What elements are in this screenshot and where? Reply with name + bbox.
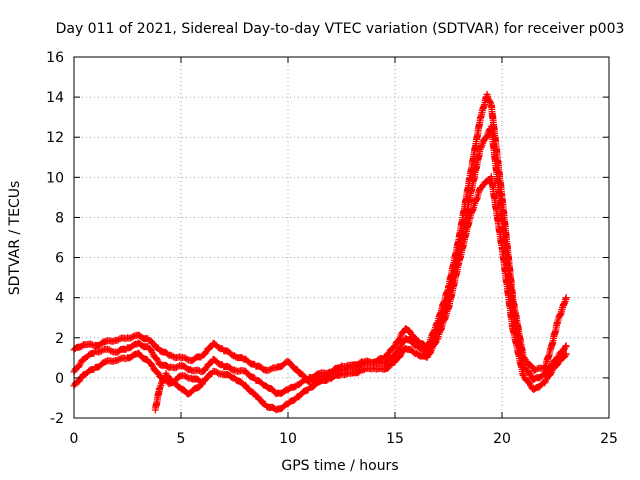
data-point-markers	[466, 185, 484, 222]
data-point-markers	[177, 385, 190, 397]
y-axis-label: SDTVAR / TECUs	[7, 181, 23, 296]
data-point-markers	[81, 349, 98, 363]
data-point-markers	[188, 353, 205, 365]
data-point-markers	[530, 378, 548, 393]
data-point-markers	[554, 295, 570, 326]
data-point-markers	[145, 336, 162, 352]
data-point-markers	[134, 349, 152, 364]
y-tick-label: 6	[55, 251, 64, 267]
data-point-markers	[547, 319, 561, 351]
y-tick-label: 12	[46, 130, 64, 146]
data-point-markers	[241, 367, 259, 382]
data-point-markers	[209, 339, 226, 353]
x-tick-label: 5	[177, 431, 186, 447]
series-track-3	[70, 173, 570, 414]
data-point-markers	[81, 365, 98, 379]
data-point	[562, 342, 570, 350]
x-tick-label: 10	[279, 431, 297, 447]
data-point-markers	[541, 356, 559, 379]
data-point-markers	[145, 344, 163, 367]
data-point-markers	[327, 363, 344, 377]
data-point-markers	[423, 335, 441, 361]
data-point-markers	[487, 122, 506, 220]
data-point-markers	[552, 352, 569, 370]
data-point-markers	[402, 325, 419, 342]
data-point-markers	[477, 175, 494, 192]
data-point-markers	[284, 358, 302, 374]
data-point-markers	[190, 381, 205, 393]
data-point-markers	[466, 114, 484, 182]
y-tick-label: 0	[55, 371, 64, 387]
data-point-markers	[327, 371, 344, 383]
data-point-markers	[552, 343, 569, 364]
data-point-markers	[168, 378, 184, 391]
data-point-markers	[498, 244, 516, 331]
data-point-markers	[295, 386, 312, 401]
data-point-markers	[162, 369, 175, 384]
data-point	[562, 294, 570, 302]
data-point-markers	[113, 345, 130, 357]
data-series	[70, 90, 570, 414]
data-point-markers	[391, 336, 409, 360]
data-point	[198, 380, 206, 388]
data-point-markers	[434, 305, 452, 342]
data-point-markers	[198, 342, 216, 359]
data-point	[562, 350, 570, 358]
y-tick-label: 14	[46, 90, 64, 106]
data-point-markers	[445, 259, 463, 312]
data-point-markers	[295, 375, 312, 389]
x-tick-label: 0	[70, 431, 79, 447]
data-point-markers	[183, 387, 197, 398]
ticks: -2 0 2 4 6 8 10 12 14 16 0 5 10 15 20 25	[46, 50, 618, 447]
data-point-markers	[509, 325, 527, 379]
data-point-markers	[252, 392, 269, 408]
data-point-markers	[487, 173, 506, 249]
plot-frame	[73, 56, 610, 419]
data-point-markers	[391, 326, 409, 350]
data-point-markers	[241, 355, 259, 368]
y-tick-label: 8	[55, 210, 64, 226]
x-tick-label: 25	[600, 431, 618, 447]
data-point-markers	[380, 344, 398, 361]
y-tick-label: 2	[55, 331, 64, 347]
data-point-markers	[466, 144, 484, 202]
chart-title: Day 011 of 2021, Sidereal Day-to-day VTE…	[56, 21, 625, 37]
data-point-markers	[145, 358, 163, 378]
x-tick-label: 15	[386, 431, 404, 447]
data-point-markers	[134, 331, 152, 343]
data-point-markers	[177, 362, 194, 374]
data-point-markers	[455, 215, 473, 265]
y-tick-label: -2	[50, 411, 64, 427]
data-point-markers	[134, 339, 152, 351]
data-point-markers	[209, 355, 226, 369]
y-tick-label: 4	[55, 291, 64, 307]
data-point-markers	[477, 125, 495, 152]
data-point-markers	[241, 381, 259, 399]
y-tick-label: 10	[46, 170, 64, 186]
data-point-markers	[541, 363, 559, 387]
data-point-markers	[198, 358, 216, 375]
data-point-markers	[477, 93, 491, 122]
y-tick-label: 16	[46, 50, 64, 66]
data-point-markers	[151, 386, 163, 414]
x-axis-label: GPS time / hours	[281, 458, 398, 474]
x-tick-label: 20	[493, 431, 511, 447]
series-track-4	[151, 369, 206, 414]
data-point-markers	[541, 345, 555, 372]
